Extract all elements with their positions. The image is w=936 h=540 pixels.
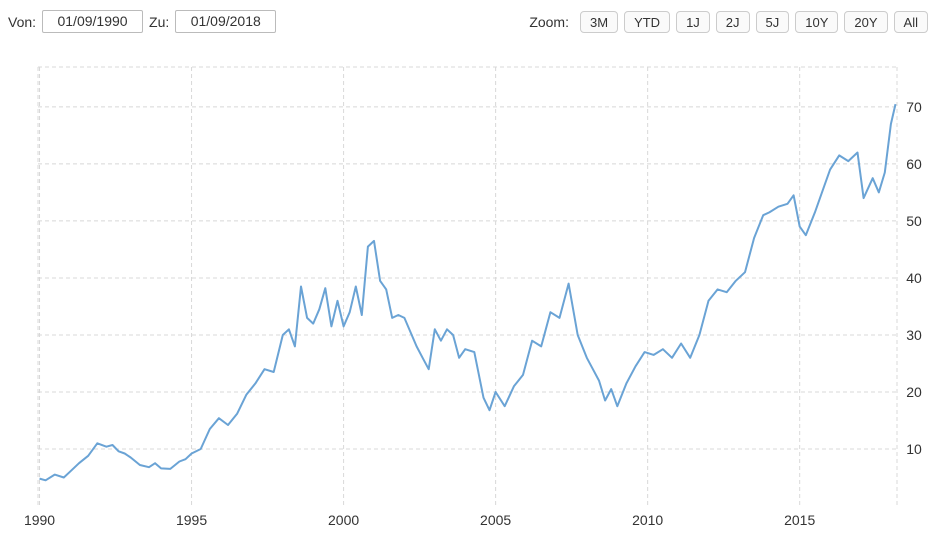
x-axis-ticks: 1990 1995 2000 2005 2010 2015 (24, 512, 816, 528)
to-date-input[interactable]: 01/09/2018 (175, 10, 277, 33)
zoom-ytd-button[interactable]: YTD (624, 11, 671, 33)
y-tick-label: 40 (906, 270, 922, 286)
zoom-all-button[interactable]: All (893, 11, 928, 33)
zoom-2j-button[interactable]: 2J (715, 11, 750, 33)
zoom-5j-button[interactable]: 5J (755, 11, 790, 33)
from-date-input[interactable]: 01/09/1990 (42, 10, 144, 33)
zoom-controls: Zoom: 3M YTD 1J 2J 5J 10Y 20Y All (529, 11, 928, 33)
y-tick-label: 10 (906, 441, 922, 457)
x-tick-label: 1995 (176, 512, 207, 528)
zoom-10y-button[interactable]: 10Y (795, 11, 839, 33)
zoom-20y-button[interactable]: 20Y (844, 11, 888, 33)
y-axis-ticks: 10 20 30 40 50 60 70 (906, 99, 922, 457)
x-tick-label: 2005 (480, 512, 511, 528)
zoom-3m-button[interactable]: 3M (580, 11, 619, 33)
date-range: Von: 01/09/1990 Zu: 01/09/2018 (8, 10, 282, 33)
from-label: Von: (8, 13, 37, 30)
y-tick-label: 20 (906, 384, 922, 400)
y-tick-label: 30 (906, 327, 922, 343)
grid-lines (37, 66, 898, 506)
y-tick-label: 70 (906, 99, 922, 115)
y-tick-label: 50 (906, 213, 922, 229)
zoom-label: Zoom: (529, 14, 569, 30)
price-series-line (39, 103, 897, 482)
x-tick-label: 2010 (632, 512, 663, 528)
x-tick-label: 2000 (328, 512, 359, 528)
x-tick-label: 1990 (24, 512, 55, 528)
x-tick-label: 2015 (784, 512, 815, 528)
to-label: Zu: (149, 13, 170, 30)
zoom-1j-button[interactable]: 1J (676, 11, 710, 33)
y-tick-label: 60 (906, 156, 922, 172)
